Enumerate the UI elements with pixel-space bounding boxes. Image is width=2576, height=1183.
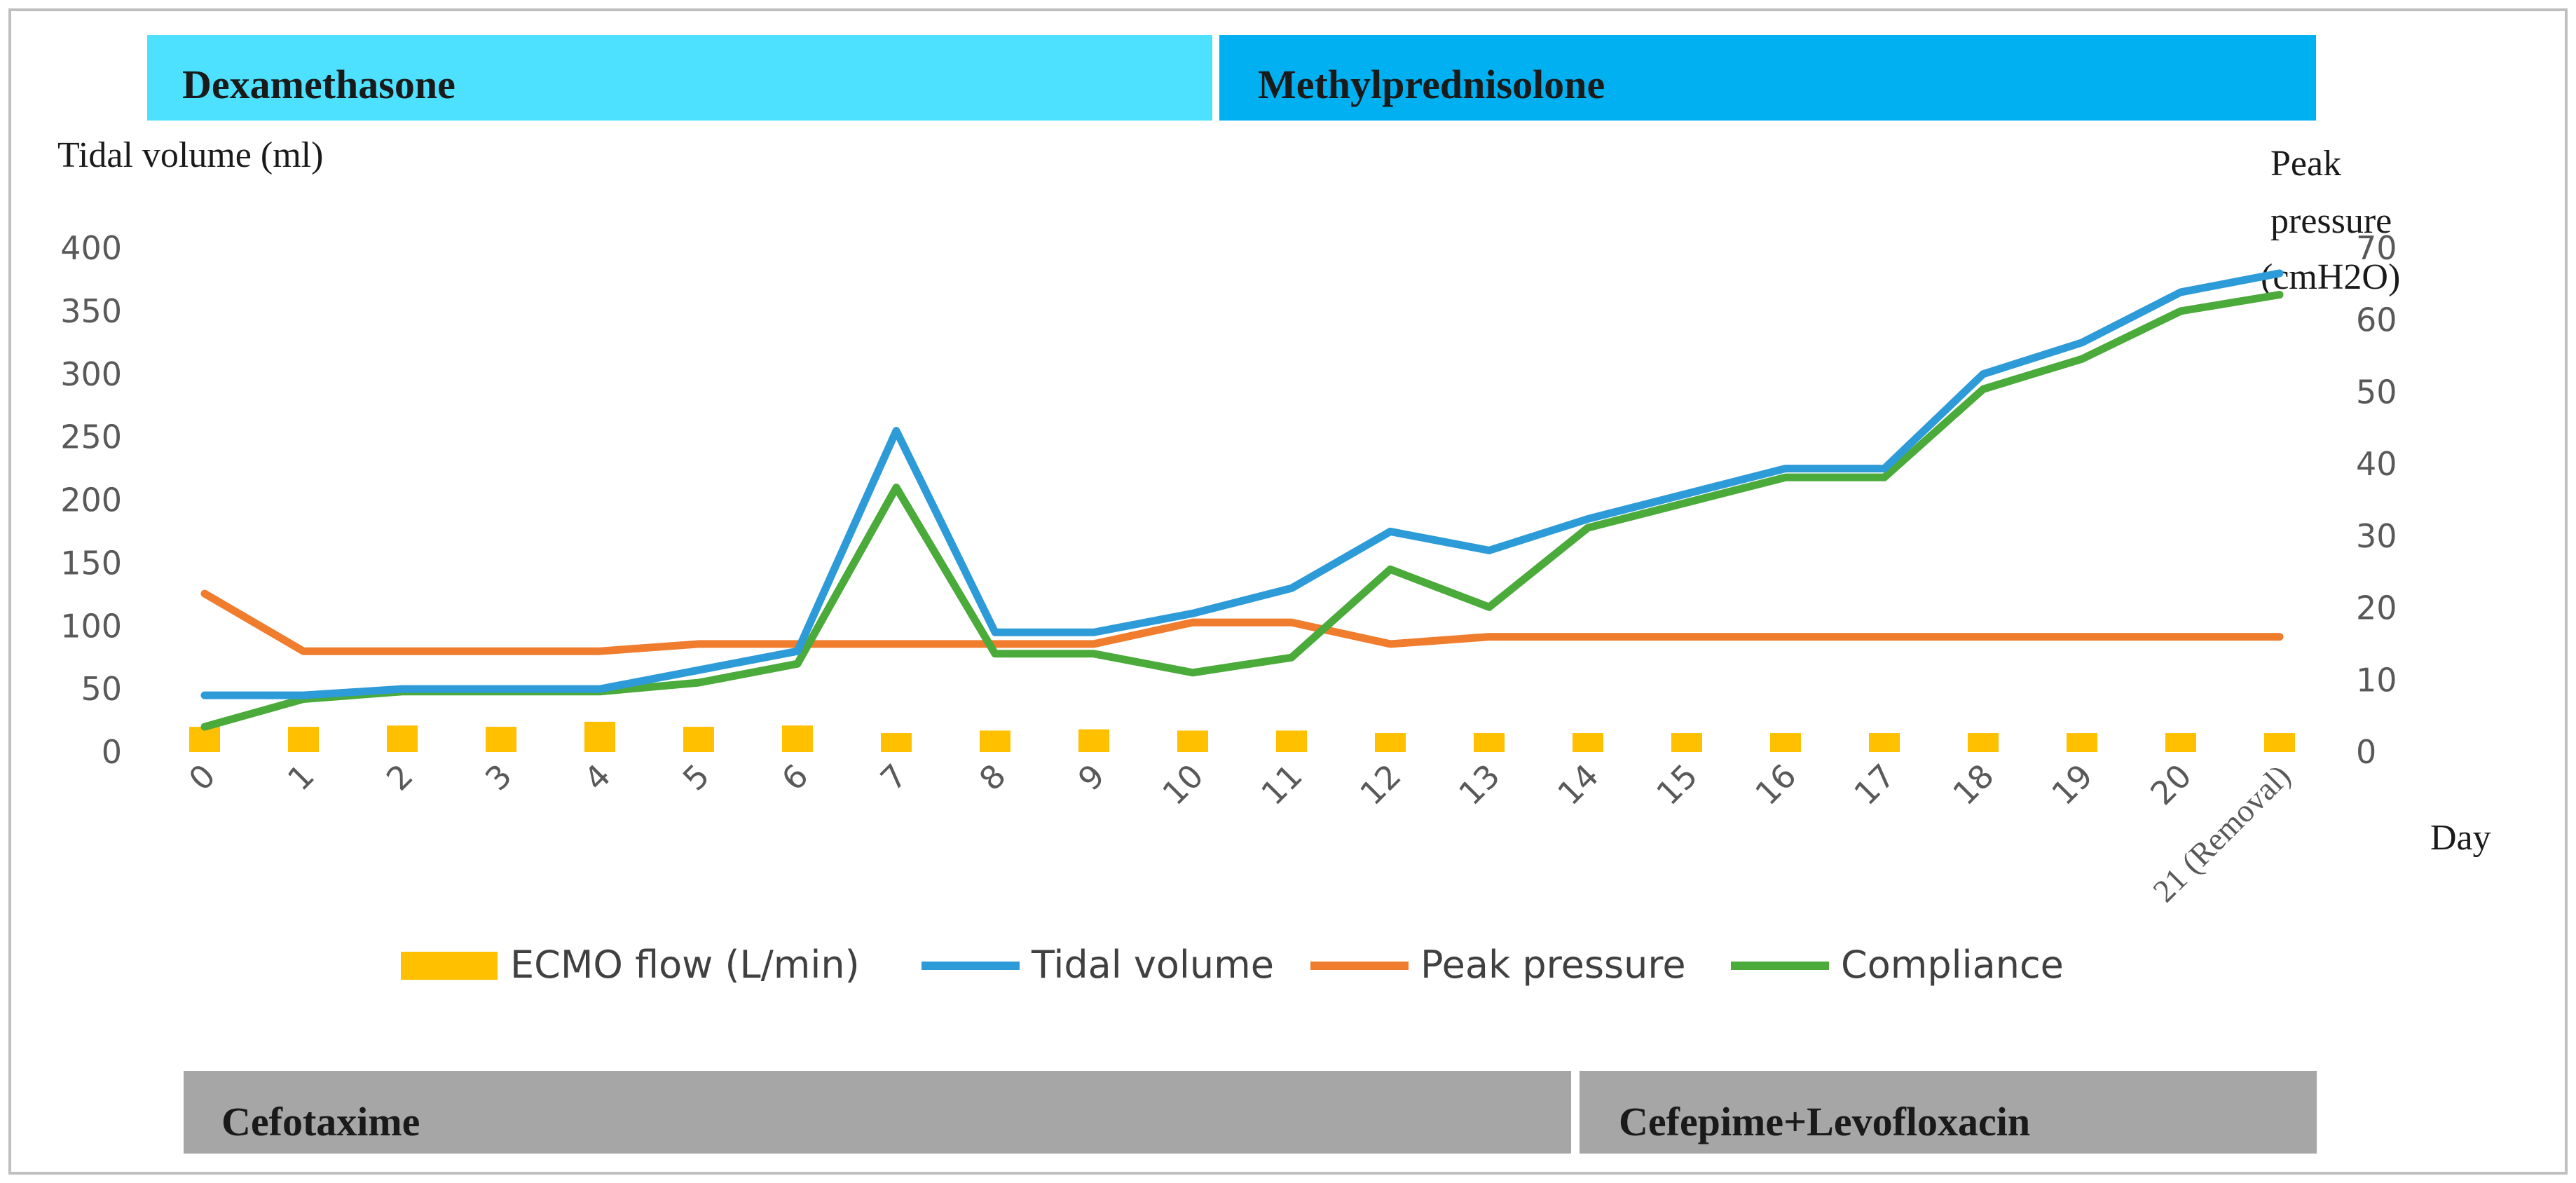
ecmo-flow-bar	[288, 727, 319, 752]
ecmo-flow-bar	[2264, 733, 2295, 752]
ecmo-flow-bar	[1078, 729, 1109, 752]
dexamethasone-label: Dexamethasone	[182, 62, 455, 107]
ecmo-flow-bar	[683, 727, 714, 752]
ecmo-flow-bar	[1474, 733, 1505, 752]
ecmo-flow-bar	[782, 725, 813, 752]
y2-tick-label: 10	[2356, 661, 2397, 699]
dexamethasone-banner	[147, 35, 1212, 121]
ecmo-flow-bar	[980, 730, 1010, 752]
ecmo-flow-bar	[1177, 730, 1208, 752]
y2-axis-title-line3: (cmH2O)	[2261, 257, 2400, 297]
ecmo-flow-bars	[189, 721, 2295, 752]
ecmo-flow-bar	[2165, 733, 2196, 752]
ecmo-flow-bar	[1276, 730, 1307, 752]
y2-tick-label: 0	[2356, 733, 2376, 771]
y2-tick-label: 30	[2356, 517, 2397, 555]
left-axis-ticks: 0 50 100 150 200 250 300 350 400	[60, 229, 122, 771]
ecmo-flow-bar	[1671, 733, 1702, 752]
ecmo-flow-bar	[387, 725, 418, 752]
methylprednisolone-label: Methylprednisolone	[1258, 62, 1605, 107]
y-axis-title: Tidal volume (ml)	[57, 135, 323, 175]
ecmo-flow-bar	[1770, 733, 1801, 752]
y-tick-label: 200	[60, 481, 122, 519]
tidal-volume-line	[200, 269, 2284, 699]
legend: ECMO flow (L/min) Tidal volume Peak pres…	[401, 943, 2064, 987]
cefepime-levofloxacin-banner	[1580, 1071, 2317, 1154]
methylprednisolone-banner	[1219, 35, 2316, 121]
y2-axis-title-line1: Peak	[2270, 144, 2341, 184]
peak-pressure-line	[200, 589, 2284, 655]
y2-tick-label: 50	[2356, 373, 2397, 411]
ecmo-flow-bar	[2067, 733, 2097, 752]
series-lines	[200, 269, 2284, 731]
y2-tick-label: 40	[2356, 445, 2397, 483]
y2-axis-title-line2: pressure	[2270, 201, 2392, 241]
ecmo-flow-bar	[881, 733, 912, 752]
ecmo-flow-bar	[584, 721, 615, 752]
ecmo-flow-bar	[1968, 733, 1999, 752]
ecmo-flow-bar	[1573, 733, 1603, 752]
legend-label-compliance: Compliance	[1841, 943, 2064, 987]
y-tick-label: 50	[81, 670, 122, 708]
ecmo-flow-bar	[486, 727, 516, 752]
y-tick-label: 250	[60, 418, 122, 456]
x-axis-title: Day	[2430, 818, 2491, 858]
y2-tick-label: 20	[2356, 589, 2397, 627]
y-tick-label: 350	[60, 292, 122, 330]
cefotaxime-label: Cefotaxime	[221, 1099, 420, 1144]
y-tick-label: 100	[60, 607, 122, 645]
y-tick-label: 400	[60, 229, 122, 267]
cefotaxime-banner	[184, 1071, 1571, 1154]
right-axis-ticks: 0 10 20 30 40 50 60 70	[2356, 229, 2397, 771]
legend-label-tidal: Tidal volume	[1031, 943, 1274, 987]
y-tick-label: 0	[102, 733, 122, 771]
ecmo-flow-bar	[189, 727, 220, 752]
legend-label-ecmo: ECMO flow (L/min)	[510, 943, 860, 987]
y2-tick-label: 60	[2356, 301, 2397, 339]
y2-tick-label: 70	[2356, 229, 2397, 267]
cefepime-levofloxacin-label: Cefepime+Levofloxacin	[1619, 1099, 2030, 1144]
ecmo-flow-bar	[1869, 733, 1900, 752]
y-tick-label: 150	[60, 544, 122, 582]
legend-swatch-ecmo	[401, 952, 498, 980]
ecmo-flow-bar	[1375, 733, 1406, 752]
y-tick-label: 300	[60, 355, 122, 393]
legend-label-peak: Peak pressure	[1420, 943, 1686, 987]
